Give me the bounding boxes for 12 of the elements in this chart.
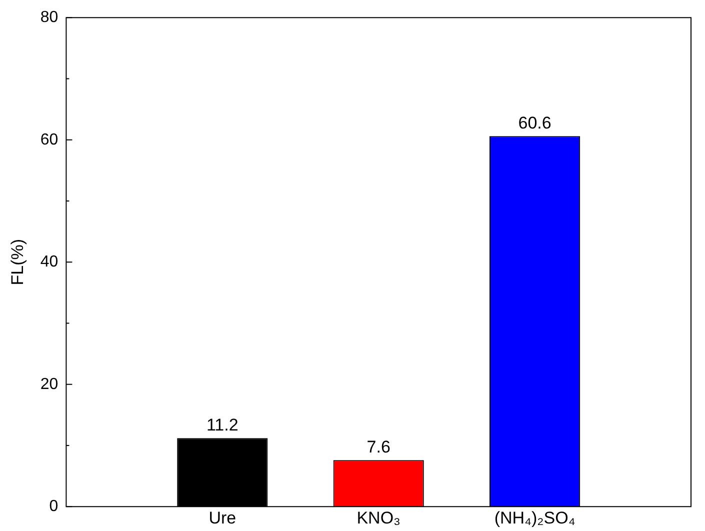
y-tick-label: 0 xyxy=(49,498,58,516)
y-axis-title: FL(%) xyxy=(8,238,27,286)
y-tick-label: 20 xyxy=(40,376,58,393)
x-tick-label: (NH₄)₂SO₄ xyxy=(494,508,576,528)
data-label: 60.6 xyxy=(518,113,552,132)
x-tick-label: Ure xyxy=(208,508,236,528)
y-tick-label: 60 xyxy=(40,131,58,148)
x-tick-label: KNO₃ xyxy=(356,508,400,528)
y-tick-label: 80 xyxy=(40,9,58,26)
data-label: 11.2 xyxy=(206,415,238,434)
data-label: 7.6 xyxy=(366,437,390,456)
y-tick-label: 40 xyxy=(40,254,58,271)
